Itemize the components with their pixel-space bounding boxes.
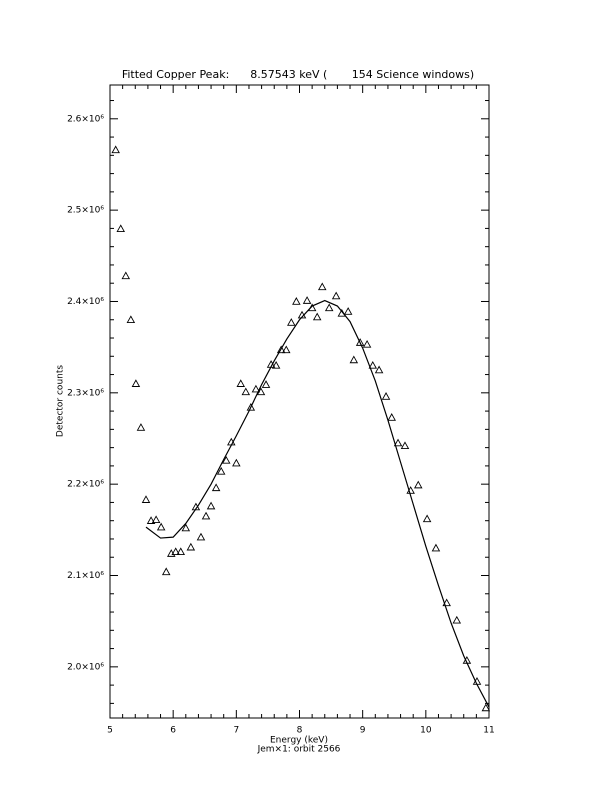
- chart-title: Fitted Copper Peak: 8.57543 keV ( 154 Sc…: [122, 68, 474, 81]
- data-point: [324, 303, 334, 312]
- y-tick-label: 2.3×10⁶: [67, 388, 104, 398]
- data-point: [381, 392, 391, 400]
- data-point: [302, 296, 312, 304]
- data-point: [368, 360, 378, 369]
- data-point: [331, 291, 341, 300]
- data-point: [393, 438, 403, 447]
- data-point: [362, 339, 372, 348]
- data-point: [251, 384, 261, 393]
- data-point: [271, 360, 281, 369]
- data-point: [181, 523, 191, 532]
- data-point: [374, 365, 384, 374]
- data-point: [161, 567, 171, 576]
- data-point: [236, 379, 246, 387]
- data-point: [221, 455, 231, 464]
- data-point: [156, 522, 166, 531]
- data-point: [116, 224, 126, 233]
- data-point: [246, 403, 256, 411]
- data-point: [196, 532, 206, 541]
- data-point: [171, 547, 180, 556]
- data-point: [131, 379, 141, 387]
- data-point: [211, 483, 221, 492]
- data-point: [431, 543, 441, 552]
- data-point: [400, 441, 410, 450]
- data-point: [343, 307, 353, 315]
- data-point: [146, 516, 156, 524]
- data-point: [413, 480, 423, 489]
- x-tick-label: 8: [297, 726, 303, 736]
- data-point: [292, 297, 301, 305]
- x-tick-label: 9: [360, 726, 366, 736]
- y-tick-label: 2.0×10⁶: [67, 662, 104, 672]
- data-point: [481, 703, 491, 712]
- data-point: [452, 615, 462, 624]
- data-point: [312, 312, 322, 321]
- data-point: [186, 542, 196, 551]
- y-tick-label: 2.6×10⁶: [67, 114, 104, 124]
- plot-frame: [109, 84, 490, 719]
- data-point: [317, 282, 327, 291]
- y-axis-label: Detector counts: [56, 365, 66, 437]
- data-point: [276, 345, 286, 354]
- data-point: [201, 511, 211, 520]
- data-point: [349, 355, 359, 364]
- data-point: [126, 315, 136, 323]
- data-point: [287, 318, 296, 326]
- data-point: [281, 345, 291, 354]
- data-point: [141, 495, 151, 503]
- data-point: [121, 271, 131, 280]
- data-point: [176, 547, 186, 556]
- data-point: [422, 514, 432, 523]
- data-point: [261, 380, 271, 388]
- y-tick-label: 2.2×10⁶: [67, 480, 104, 490]
- y-tick-label: 2.1×10⁶: [67, 571, 104, 581]
- data-point: [256, 387, 266, 396]
- x-tick-label: 6: [170, 726, 176, 736]
- y-tick-label: 2.5×10⁶: [67, 206, 104, 216]
- data-point: [387, 413, 396, 421]
- data-point: [136, 423, 146, 431]
- x-tick-label: 5: [107, 726, 113, 736]
- data-point: [216, 466, 226, 475]
- data-point: [206, 501, 216, 510]
- x-tick-label: 11: [483, 726, 494, 736]
- data-point: [241, 387, 251, 396]
- fit-curve: [145, 299, 490, 708]
- x-axis-label: Energy (keV): [270, 736, 328, 746]
- data-point: [355, 338, 365, 346]
- x-tick-label: 7: [233, 726, 239, 736]
- data-point: [442, 598, 451, 607]
- data-point: [232, 458, 241, 467]
- y-tick-label: 2.4×10⁶: [67, 297, 104, 307]
- x-tick-label: 10: [420, 726, 432, 736]
- data-point: [151, 515, 161, 524]
- subtitle: Jem×1: orbit 2566: [257, 745, 341, 755]
- data-point: [111, 145, 120, 154]
